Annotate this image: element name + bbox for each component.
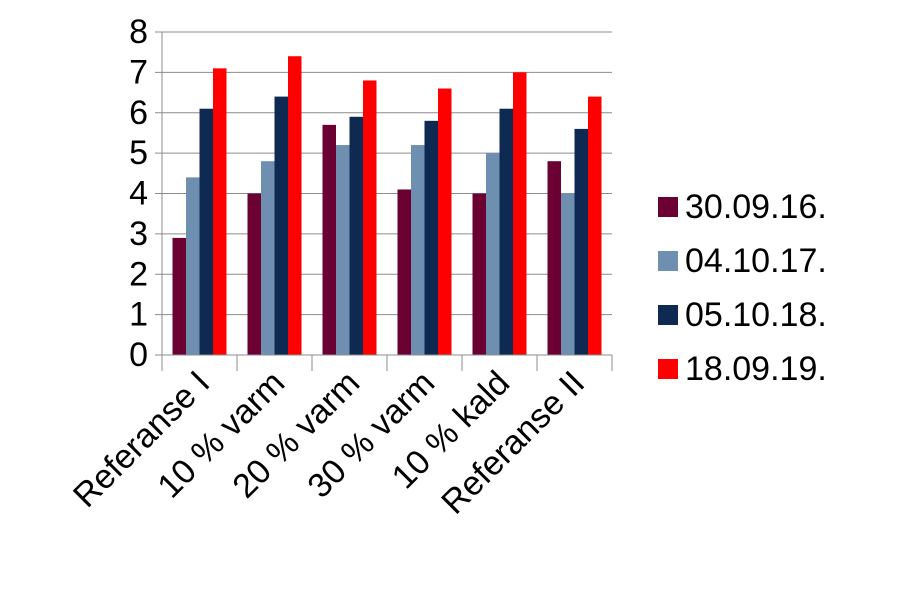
legend-swatch [658, 197, 678, 217]
y-tick-label: 7 [129, 53, 148, 91]
bar [561, 193, 575, 355]
y-tick-label: 0 [129, 336, 148, 374]
bar [336, 145, 350, 355]
gridlines [162, 31, 612, 316]
bar [588, 96, 602, 355]
y-tick-label: 5 [129, 134, 148, 172]
legend-label: 04.10.17. [685, 242, 827, 280]
legend-label: 05.10.18. [685, 296, 827, 334]
y-tick-label: 6 [129, 94, 148, 132]
bar [213, 68, 227, 356]
bar [349, 116, 363, 355]
legend-label: 18.09.19. [685, 350, 827, 388]
bar [547, 161, 561, 355]
bar [172, 237, 186, 355]
bar [363, 80, 377, 355]
y-tick-label: 4 [129, 175, 148, 213]
bar [274, 96, 288, 355]
bar [438, 88, 452, 356]
bar [288, 56, 302, 355]
bars [172, 56, 602, 356]
legend-swatch [658, 251, 678, 271]
bar [424, 120, 438, 355]
y-tick-label: 3 [129, 215, 148, 253]
bar [513, 72, 527, 355]
bar [186, 177, 200, 355]
bar [499, 108, 513, 356]
legend: 30.09.16. 04.10.17. 05.10.18. 18.09.19. [658, 188, 827, 388]
legend-swatch [658, 359, 678, 379]
legend-swatch [658, 305, 678, 325]
bar [397, 189, 411, 355]
bar [574, 128, 588, 355]
bar [199, 108, 213, 356]
bar [261, 161, 275, 355]
y-tick-label: 1 [129, 296, 148, 334]
y-tick-label: 2 [129, 255, 148, 293]
bar [247, 193, 261, 355]
bar [486, 153, 500, 355]
bar [411, 145, 425, 355]
bar [322, 124, 336, 355]
legend-label: 30.09.16. [685, 188, 827, 226]
y-tick-label: 8 [129, 13, 148, 51]
bar [472, 193, 486, 355]
